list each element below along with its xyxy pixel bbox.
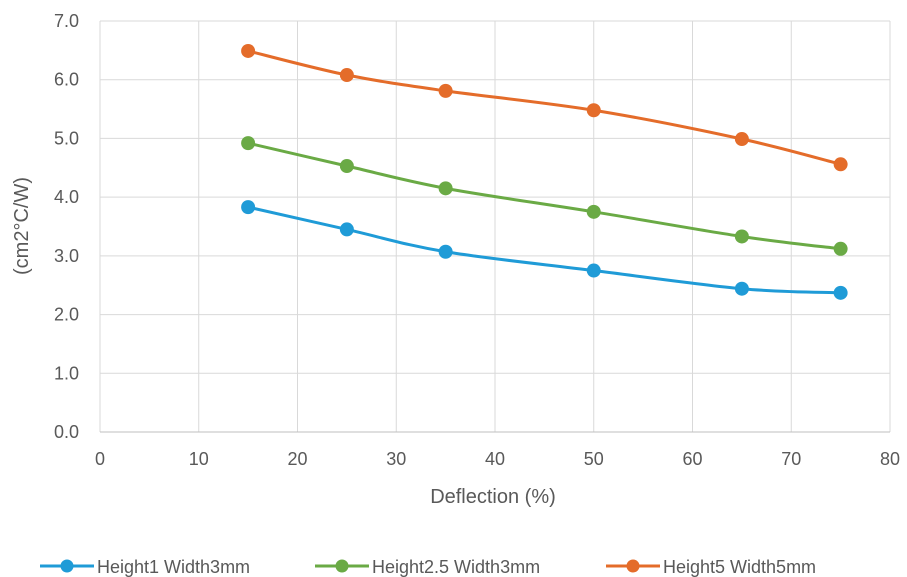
y-tick-label: 0.0 (54, 422, 79, 442)
data-point (241, 200, 256, 215)
series-line (246, 141, 843, 251)
y-tick-label: 2.0 (54, 305, 79, 325)
data-point (438, 181, 453, 196)
y-axis-title: (cm2°C/W) (11, 177, 33, 275)
data-point (586, 103, 601, 118)
legend-marker (335, 559, 349, 573)
data-point (339, 222, 354, 237)
data-point (833, 285, 848, 300)
gridlines (99, 20, 891, 433)
data-point (438, 244, 453, 259)
data-point (586, 263, 601, 278)
data-point (734, 132, 749, 147)
x-tick-label: 20 (287, 449, 307, 469)
legend-marker (60, 559, 74, 573)
data-point (586, 204, 601, 219)
data-point (339, 68, 354, 83)
data-point (734, 281, 749, 296)
data-point (241, 43, 256, 58)
x-tick-label: 80 (880, 449, 900, 469)
legend: Height1 Width3mm Height2.5 Width3mm Height… (40, 557, 816, 577)
y-tick-label: 6.0 (54, 70, 79, 90)
x-tick-label: 0 (95, 449, 105, 469)
x-tick-label: 30 (386, 449, 406, 469)
data-point (438, 83, 453, 98)
y-tick-label: 1.0 (54, 363, 79, 383)
x-tick-label: 50 (584, 449, 604, 469)
legend-marker (626, 559, 640, 573)
y-tick-label: 3.0 (54, 246, 79, 266)
x-tick-label: 10 (189, 449, 209, 469)
x-axis-title: Deflection (%) (430, 486, 556, 508)
data-point (833, 241, 848, 256)
data-point (339, 159, 354, 174)
data-point (241, 136, 256, 151)
tick-labels: 0 10 20 30 40 50 60 70 80 0.0 1.0 2.0 3.0 4.0 5.0 6.0 7.… (54, 11, 900, 469)
legend-label: Height2.5 Width3mm (372, 557, 540, 577)
y-tick-label: 4.0 (54, 187, 79, 207)
y-tick-label: 5.0 (54, 128, 79, 148)
legend-label: Height5 Width5mm (663, 557, 816, 577)
series-line (246, 205, 843, 295)
legend-label: Height1 Width3mm (97, 557, 250, 577)
x-tick-label: 60 (682, 449, 702, 469)
y-tick-label: 7.0 (54, 11, 79, 31)
x-tick-label: 40 (485, 449, 505, 469)
x-tick-label: 70 (781, 449, 801, 469)
series-line (246, 49, 843, 166)
data-point (833, 157, 848, 172)
series-lines (241, 43, 848, 300)
data-point (734, 229, 749, 244)
